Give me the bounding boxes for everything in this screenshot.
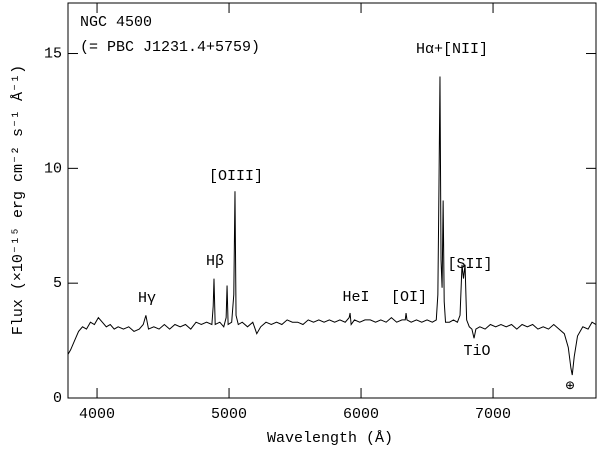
- y-axis-label: Flux (×10⁻¹⁵ erg cm⁻² s⁻¹ Å⁻¹): [10, 65, 27, 335]
- plot-frame: [67, 2, 597, 399]
- annotation: HeI: [342, 289, 369, 306]
- y-tick-label: 0: [53, 390, 62, 407]
- annotation: NGC 4500: [80, 14, 152, 31]
- annotation: Hβ: [206, 253, 224, 270]
- y-tick-label: 10: [44, 160, 62, 177]
- x-tick-label: 6000: [343, 406, 379, 423]
- x-tick-label: 4000: [79, 406, 115, 423]
- annotation: (= PBC J1231.4+5759): [80, 39, 260, 56]
- annotation: ⊕: [565, 378, 574, 395]
- x-tick-label: 7000: [475, 406, 511, 423]
- annotation: Hα+[NII]: [416, 41, 488, 58]
- annotation: [OIII]: [209, 168, 263, 185]
- annotation: TiO: [463, 343, 490, 360]
- x-tick-label: 5000: [211, 406, 247, 423]
- x-axis-label: Wavelength (Å): [267, 430, 393, 447]
- y-tick-label: 15: [44, 45, 62, 62]
- annotation: [OI]: [391, 289, 427, 306]
- y-tick-label: 5: [53, 275, 62, 292]
- annotation: [SII]: [447, 256, 492, 273]
- spectrum-line: [67, 76, 597, 376]
- annotation: Hγ: [138, 290, 156, 307]
